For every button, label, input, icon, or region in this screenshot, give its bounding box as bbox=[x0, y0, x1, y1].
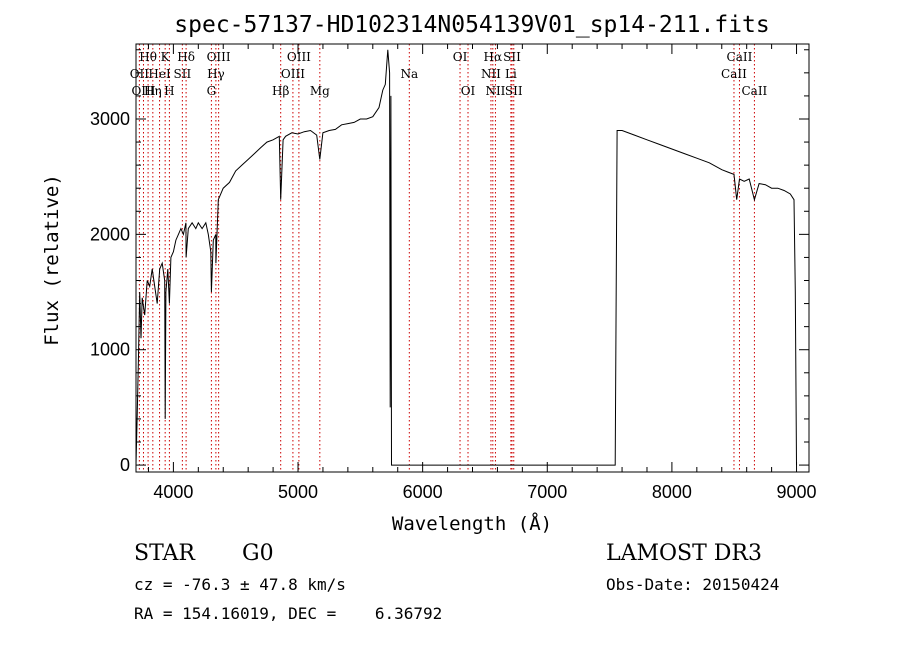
spectral-line-label: H bbox=[164, 84, 174, 98]
y-tick-label: 1000 bbox=[90, 340, 130, 360]
spectral-line-label: Hβ bbox=[272, 84, 289, 98]
x-tick-label: 4000 bbox=[153, 482, 193, 502]
x-tick-label: 6000 bbox=[403, 482, 443, 502]
observation-date: Obs-Date: 20150424 bbox=[606, 575, 779, 594]
spectral-line-label: K bbox=[161, 50, 171, 64]
spectral-line-label: OI bbox=[453, 50, 468, 64]
y-tick-label: 3000 bbox=[90, 109, 130, 129]
spectral-line-label: OIII bbox=[287, 50, 311, 64]
spectral-line-label: OIII bbox=[207, 50, 231, 64]
x-axis-ticks: 4000 5000 6000 7000 8000 9000 bbox=[147, 44, 817, 502]
spectral-subclass: G0 bbox=[242, 541, 274, 566]
spectral-line-label: SII bbox=[505, 84, 523, 98]
spectral-line-label: NII bbox=[481, 67, 501, 81]
spectral-line-label: Hθ bbox=[139, 50, 157, 64]
spectral-line-label: Hδ bbox=[177, 50, 195, 64]
spectral-line-label: G bbox=[207, 84, 217, 98]
survey-name: LAMOST DR3 bbox=[606, 541, 762, 566]
y-axis-label: Flux (relative) bbox=[41, 174, 63, 346]
x-tick-label: 7000 bbox=[527, 482, 567, 502]
spectral-line-label: CaII bbox=[721, 67, 747, 81]
spectral-line-label: OIII bbox=[281, 67, 305, 81]
spectral-line-label: Hη bbox=[144, 84, 162, 98]
chart-title: spec-57137-HD102314N054139V01_sp14-211.f… bbox=[174, 12, 769, 38]
spectral-line-markers bbox=[138, 44, 755, 472]
spectral-line-label: Na bbox=[400, 67, 418, 81]
x-tick-label: 9000 bbox=[777, 482, 817, 502]
y-tick-label: 0 bbox=[120, 455, 130, 475]
spectral-line-label: HeI bbox=[148, 67, 171, 81]
spectral-line-label: CaII bbox=[741, 84, 767, 98]
spectral-line-label: CaII bbox=[727, 50, 753, 64]
y-tick-label: 2000 bbox=[90, 224, 130, 244]
spectral-line-label: SII bbox=[174, 67, 192, 81]
spectral-line-label: Hγ bbox=[207, 67, 225, 81]
spectrum-series-line bbox=[135, 49, 797, 466]
object-class: STAR bbox=[134, 541, 196, 566]
spectral-line-label: NII bbox=[485, 84, 505, 98]
spectral-line-label: OII bbox=[130, 67, 150, 81]
coordinates-readout: RA = 154.16019, DEC = 6.36792 bbox=[134, 604, 442, 623]
spectral-line-label: Mg bbox=[310, 84, 330, 98]
spectral-line-label: Li bbox=[505, 67, 517, 81]
x-tick-label: 5000 bbox=[278, 482, 318, 502]
redshift-readout: cz = -76.3 ± 47.8 km/s bbox=[134, 575, 346, 594]
plot-frame bbox=[135, 43, 810, 473]
spectral-line-label: OI bbox=[461, 84, 476, 98]
x-axis-label: Wavelength (Å) bbox=[392, 512, 552, 535]
spectral-line-label: SII bbox=[503, 50, 521, 64]
spectral-line-label: Hα bbox=[484, 50, 503, 64]
x-tick-label: 8000 bbox=[652, 482, 692, 502]
y-axis-ticks: 0 1000 2000 3000 bbox=[90, 49, 809, 475]
spectral-line-label: OIII bbox=[131, 84, 155, 98]
